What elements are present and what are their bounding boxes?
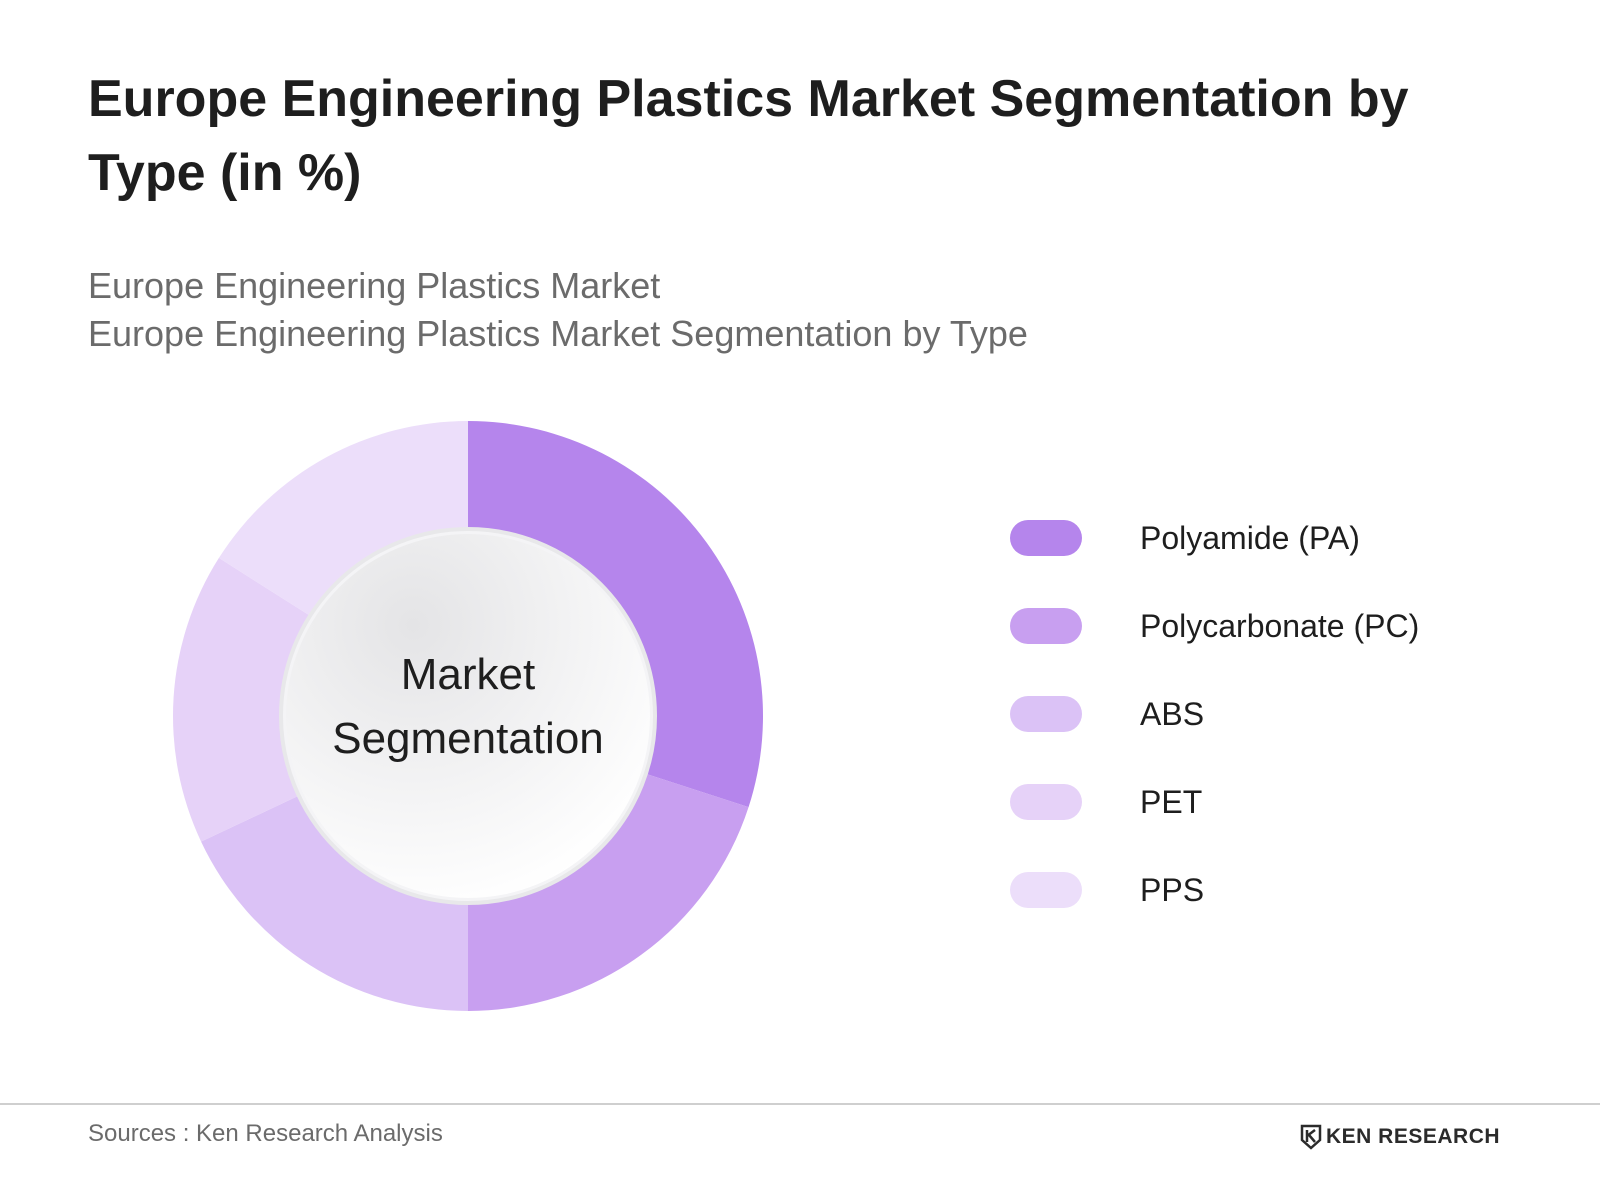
- brand-logo: KEN RESEARCH: [1300, 1124, 1500, 1150]
- source-note: Sources : Ken Research Analysis: [88, 1120, 443, 1147]
- donut-slice-abs: [201, 792, 468, 1011]
- subtitle-line-1: Europe Engineering Plastics Market: [88, 265, 661, 306]
- legend-item-polycarbonate: Polycarbonate (PC): [1010, 582, 1419, 670]
- donut-slices: [172, 421, 763, 1011]
- ken-research-logo-icon: [1300, 1124, 1322, 1150]
- chart-subtitle: Europe Engineering Plastics Market Europ…: [88, 262, 1488, 358]
- legend-label: ABS: [1140, 695, 1205, 732]
- center-label-line-2: Segmentation: [332, 714, 604, 763]
- legend-label: Polyamide (PA): [1140, 519, 1360, 556]
- legend-swatch: [1010, 608, 1082, 644]
- subtitle-line-2: Europe Engineering Plastics Market Segme…: [88, 313, 1028, 354]
- chart-legend: Polyamide (PA) Polycarbonate (PC) ABS PE…: [1010, 494, 1419, 934]
- center-label-line-1: Market: [401, 650, 535, 699]
- brand-name: KEN RESEARCH: [1326, 1125, 1501, 1148]
- legend-swatch: [1010, 520, 1082, 556]
- donut-slice-polyamide-pa: [468, 421, 763, 808]
- legend-item-abs: ABS: [1010, 670, 1419, 758]
- donut-chart: Market Segmentation: [172, 421, 763, 1011]
- legend-label: Polycarbonate (PC): [1140, 607, 1420, 644]
- footer-divider: [0, 1103, 1600, 1105]
- legend-item-pps: PPS: [1010, 846, 1419, 934]
- legend-swatch: [1010, 696, 1082, 732]
- donut-slice-pet: [172, 557, 317, 842]
- donut-slice-pps: [218, 421, 468, 620]
- legend-label: PET: [1140, 783, 1203, 820]
- legend-item-polyamide: Polyamide (PA): [1010, 494, 1419, 582]
- chart-title: Europe Engineering Plastics Market Segme…: [88, 70, 1409, 202]
- legend-item-pet: PET: [1010, 758, 1419, 846]
- legend-swatch: [1010, 784, 1082, 820]
- donut-center-face: [286, 534, 650, 898]
- donut-slice-polycarbonate-pc: [468, 771, 749, 1011]
- legend-label: PPS: [1140, 871, 1205, 908]
- legend-swatch: [1010, 872, 1082, 908]
